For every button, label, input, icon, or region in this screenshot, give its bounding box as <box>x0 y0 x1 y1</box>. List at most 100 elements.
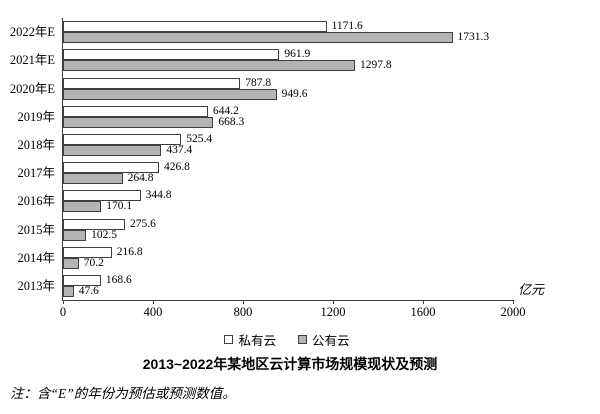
private-cloud-bar-row: 344.8 <box>63 189 513 202</box>
bar-group: 2021年E 961.9 1297.8 <box>10 46 513 74</box>
value-label: 787.8 <box>245 76 272 89</box>
private-cloud-bar <box>63 274 101 286</box>
public-cloud-bar <box>63 32 453 44</box>
public-cloud-bar <box>63 88 277 100</box>
category-label: 2022年E <box>9 24 55 39</box>
x-axis-tick <box>63 300 64 304</box>
value-label: 264.8 <box>127 172 154 185</box>
legend-item-private-cloud: 私有云 <box>224 330 276 349</box>
category-label: 2020年E <box>9 81 55 96</box>
public-cloud-bar <box>63 60 355 72</box>
private-cloud-bar <box>63 133 182 145</box>
private-cloud-bar <box>63 246 112 258</box>
value-label: 168.6 <box>105 273 132 286</box>
x-axis-tick <box>153 300 154 304</box>
plot-area: 2022年E 1171.6 1731.3 2021年E 961.9 1297.8 2020年… <box>10 18 526 318</box>
legend-label-public: 公有云 <box>312 334 350 348</box>
axis-unit-label: 亿元 <box>518 282 545 297</box>
value-label: 668.3 <box>218 115 245 128</box>
category-label: 2021年E <box>9 53 55 68</box>
public-cloud-bar <box>63 201 102 213</box>
value-label: 1171.6 <box>331 20 363 33</box>
category-label: 2019年 <box>17 109 55 124</box>
value-label: 102.5 <box>91 228 117 241</box>
value-label: 426.8 <box>164 161 190 174</box>
legend-item-public-cloud: 公有云 <box>298 330 350 349</box>
bar-group: 2015年 275.6 102.5 <box>17 215 513 243</box>
value-label: 525.4 <box>186 132 213 145</box>
bar-group: 2017年 426.8 264.8 <box>17 159 513 187</box>
x-tick-label: 800 <box>233 305 253 319</box>
private-cloud-bar-row: 168.6 <box>63 273 513 286</box>
private-cloud-bar-row: 644.2 <box>63 104 513 117</box>
public-cloud-bar-row: 1731.3 <box>63 31 513 44</box>
public-cloud-bar-row: 949.6 <box>63 87 513 100</box>
category-label: 2013年 <box>17 278 55 293</box>
x-tick-label: 400 <box>143 305 163 319</box>
private-cloud-bar-row: 1171.6 <box>63 20 513 33</box>
private-cloud-bar-row: 525.4 <box>63 132 513 145</box>
x-axis-tick <box>423 300 424 304</box>
x-tick-label: 1200 <box>320 305 346 319</box>
public-cloud-bar <box>63 116 214 128</box>
private-cloud-bar <box>63 105 208 117</box>
public-cloud-bar-row: 47.6 <box>63 284 513 297</box>
private-cloud-bar-row: 426.8 <box>63 161 513 174</box>
public-cloud-bar <box>63 257 79 269</box>
bar-group: 2014年 216.8 70.2 <box>17 244 513 272</box>
private-cloud-swatch-icon <box>224 335 234 344</box>
legend-label-private: 私有云 <box>238 334 276 348</box>
public-cloud-bar <box>63 173 123 185</box>
private-cloud-bar <box>63 77 241 89</box>
public-cloud-bar-row: 437.4 <box>63 144 513 156</box>
x-tick-label: 2000 <box>500 305 526 319</box>
public-cloud-bar-row: 170.1 <box>63 200 513 213</box>
public-cloud-bar-row: 70.2 <box>63 256 513 269</box>
category-label: 2017年 <box>17 165 55 180</box>
private-cloud-bar <box>63 190 141 202</box>
private-cloud-bar-row: 216.8 <box>63 245 513 258</box>
public-cloud-bar <box>63 229 87 241</box>
x-axis-tick <box>333 300 334 304</box>
value-label: 70.2 <box>83 256 104 269</box>
public-cloud-bar-row: 1297.8 <box>63 59 513 72</box>
private-cloud-bar <box>63 218 125 230</box>
bar-group: 2020年E 787.8 949.6 <box>10 74 513 102</box>
category-label: 2015年 <box>17 222 55 237</box>
private-cloud-bar-row: 275.6 <box>63 217 513 230</box>
category-label: 2014年 <box>17 250 55 265</box>
value-label: 170.1 <box>106 200 133 213</box>
value-label: 275.6 <box>130 217 156 230</box>
value-label: 344.8 <box>145 189 172 202</box>
footnote: 注：含“E”的年份为预估或预测数值。 <box>10 386 236 401</box>
bar-group: 2013年 168.6 47.6 <box>17 272 513 300</box>
value-label: 47.6 <box>78 284 99 297</box>
value-label: 1731.3 <box>457 31 490 44</box>
private-cloud-bar-row: 961.9 <box>63 48 513 61</box>
private-cloud-bar-row: 787.8 <box>63 76 513 89</box>
x-tick-label: 1600 <box>410 305 436 319</box>
x-axis-tick <box>513 300 514 304</box>
value-label: 644.2 <box>212 104 239 117</box>
category-label: 2016年 <box>17 194 55 209</box>
public-cloud-bar-row: 102.5 <box>63 228 513 241</box>
public-cloud-bar <box>63 144 162 156</box>
chart-title: 2013~2022年某地区云计算市场规模现状及预测 <box>142 356 438 372</box>
value-label: 949.6 <box>281 87 308 100</box>
legend: 私有云 公有云 <box>62 330 512 349</box>
private-cloud-bar <box>63 162 160 174</box>
bar-group: 2019年 644.2 668.3 <box>17 103 513 131</box>
bar-group: 2016年 344.8 170.1 <box>17 187 513 215</box>
private-cloud-bar <box>63 21 327 33</box>
public-cloud-swatch-icon <box>298 335 307 344</box>
public-cloud-bar <box>63 285 74 297</box>
value-label: 216.8 <box>116 245 143 258</box>
x-axis-tick <box>243 300 244 304</box>
value-label: 1297.8 <box>360 59 392 72</box>
private-cloud-bar <box>63 49 280 61</box>
public-cloud-bar-row: 668.3 <box>63 115 513 128</box>
bar-group: 2018年 525.4 437.4 <box>17 131 513 159</box>
category-label: 2018年 <box>17 137 55 152</box>
value-label: 961.9 <box>284 48 311 61</box>
